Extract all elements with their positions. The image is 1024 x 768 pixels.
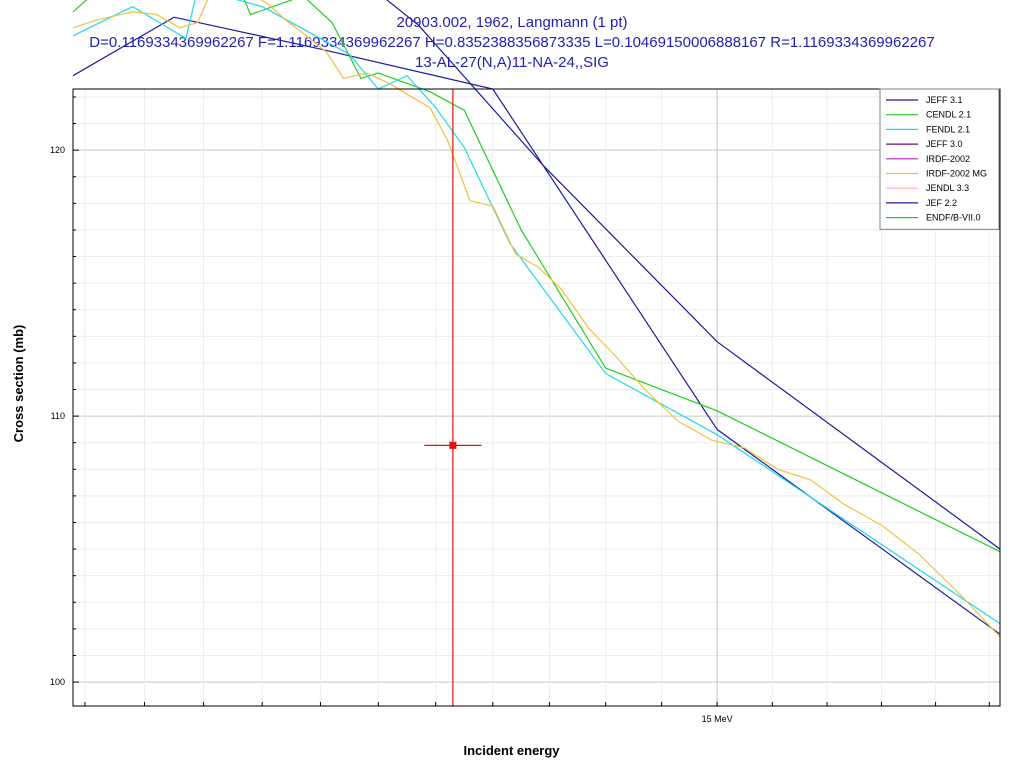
series-line-fendl-2-1 bbox=[72, 0, 1001, 625]
y-tick-label: 100 bbox=[50, 677, 65, 687]
chart-title-line-3: 13-AL-27(N,A)11-NA-24,,SIG bbox=[415, 54, 609, 71]
legend-entry-label: IRDF-2002 MG bbox=[926, 169, 987, 179]
series-line-jef-2-2 bbox=[386, 0, 1001, 550]
x-tick-label: 15 MeV bbox=[702, 714, 733, 724]
series-line-jeff-3-1 bbox=[72, 16, 1001, 635]
series-line-cendl-2-1 bbox=[72, 0, 1001, 553]
y-tick-label: 120 bbox=[50, 145, 65, 155]
legend-entry-label: JEF 2.2 bbox=[926, 198, 957, 208]
legend-entry-label: IRDF-2002 bbox=[926, 154, 970, 164]
legend-entry-label: JEFF 3.0 bbox=[926, 139, 963, 149]
legend-entry-label: FENDL 2.1 bbox=[926, 124, 970, 134]
legend: JEFF 3.1 CENDL 2.1 FENDL 2.1 JEFF 3.0 IRDF-2… bbox=[879, 88, 1000, 230]
plot-border bbox=[72, 88, 1001, 707]
chart-title-line-2: D=0.1169334369962267 F=1.116933436996226… bbox=[89, 34, 935, 51]
exp-data-point bbox=[449, 441, 457, 449]
y-tick-label: 110 bbox=[51, 411, 65, 421]
chart-title-line-1: 20903.002, 1962, Langmann (1 pt) bbox=[396, 14, 628, 31]
legend-entry-label: CENDL 2.1 bbox=[926, 110, 971, 120]
y-axis-title: Cross section (mb) bbox=[11, 325, 26, 443]
x-axis-title: Incident energy bbox=[463, 743, 560, 758]
legend-entry-label: JENDL 3.3 bbox=[926, 183, 969, 193]
legend-entry-label: ENDF/B-VII.0 bbox=[926, 213, 981, 223]
series-line-irdf-2002-mg bbox=[72, 0, 1001, 638]
legend-entry-label: JEFF 3.1 bbox=[926, 95, 963, 105]
